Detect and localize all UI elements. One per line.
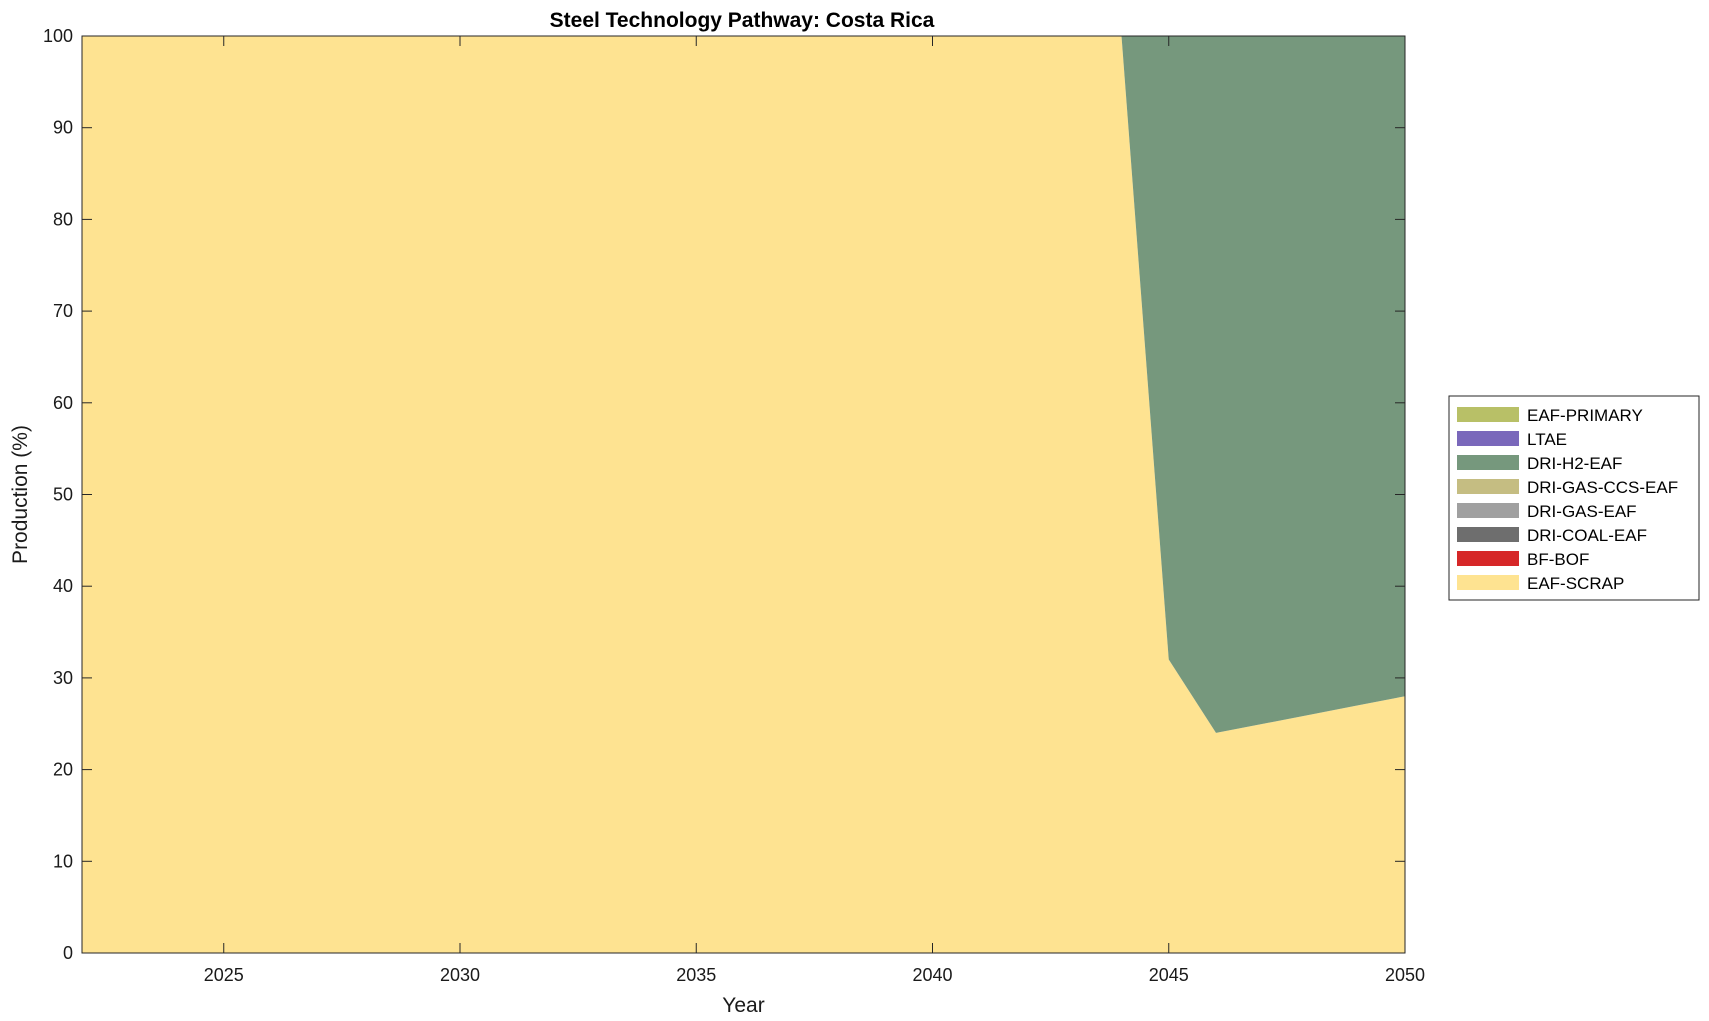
y-axis-label: Production (%) — [9, 425, 32, 564]
x-tick-label: 2050 — [1385, 965, 1425, 985]
legend-label-dri-gas-eaf: DRI-GAS-EAF — [1527, 502, 1637, 521]
area-eaf-scrap — [82, 36, 1405, 953]
y-tick-label: 80 — [53, 209, 73, 229]
y-tick-label: 10 — [53, 851, 73, 871]
y-tick-label: 20 — [53, 760, 73, 780]
y-tick-label: 50 — [53, 485, 73, 505]
x-axis-label: Year — [722, 994, 764, 1017]
legend-label-dri-coal-eaf: DRI-COAL-EAF — [1527, 526, 1647, 545]
y-tick-label: 40 — [53, 576, 73, 596]
legend-label-eaf-primary: EAF-PRIMARY — [1527, 406, 1643, 425]
legend-swatch-dri-gas-ccs-eaf — [1457, 479, 1519, 494]
x-tick-label: 2025 — [204, 965, 244, 985]
x-tick-label: 2030 — [440, 965, 480, 985]
area-series-group — [82, 36, 1405, 953]
legend-label-dri-h2-eaf: DRI-H2-EAF — [1527, 454, 1622, 473]
y-tick-label: 90 — [53, 118, 73, 138]
legend-label-bf-bof: BF-BOF — [1527, 550, 1589, 569]
legend: EAF-PRIMARY LTAE DRI-H2-EAF DRI-GAS-CCS-EAF… — [1448, 395, 1700, 601]
x-tick-label: 2040 — [912, 965, 952, 985]
legend-label-eaf-scrap: EAF-SCRAP — [1527, 574, 1624, 593]
y-tick-label: 100 — [43, 26, 73, 46]
x-axis: 2025 2030 2035 2040 2045 2050 — [204, 36, 1425, 985]
chart-title: Steel Technology Pathway: Costa Rica — [550, 9, 935, 32]
legend-swatch-dri-gas-eaf — [1457, 503, 1519, 518]
x-tick-label: 2045 — [1149, 965, 1189, 985]
area-dri-h2-eaf — [82, 36, 1405, 733]
x-tick-label: 2035 — [676, 965, 716, 985]
legend-box — [1448, 395, 1700, 601]
y-axis: 0 10 20 30 40 50 60 70 80 90 100 — [43, 26, 1405, 963]
legend-swatch-eaf-scrap — [1457, 575, 1519, 590]
legend-swatch-ltae — [1457, 431, 1519, 446]
legend-label-ltae: LTAE — [1527, 430, 1567, 449]
legend-swatch-bf-bof — [1457, 551, 1519, 566]
y-tick-label: 60 — [53, 393, 73, 413]
legend-swatch-dri-coal-eaf — [1457, 527, 1519, 542]
y-tick-label: 30 — [53, 668, 73, 688]
legend-label-dri-gas-ccs-eaf: DRI-GAS-CCS-EAF — [1527, 478, 1678, 497]
y-tick-label: 0 — [63, 943, 73, 963]
legend-swatch-eaf-primary — [1457, 407, 1519, 422]
legend-swatch-dri-h2-eaf — [1457, 455, 1519, 470]
y-tick-label: 70 — [53, 301, 73, 321]
